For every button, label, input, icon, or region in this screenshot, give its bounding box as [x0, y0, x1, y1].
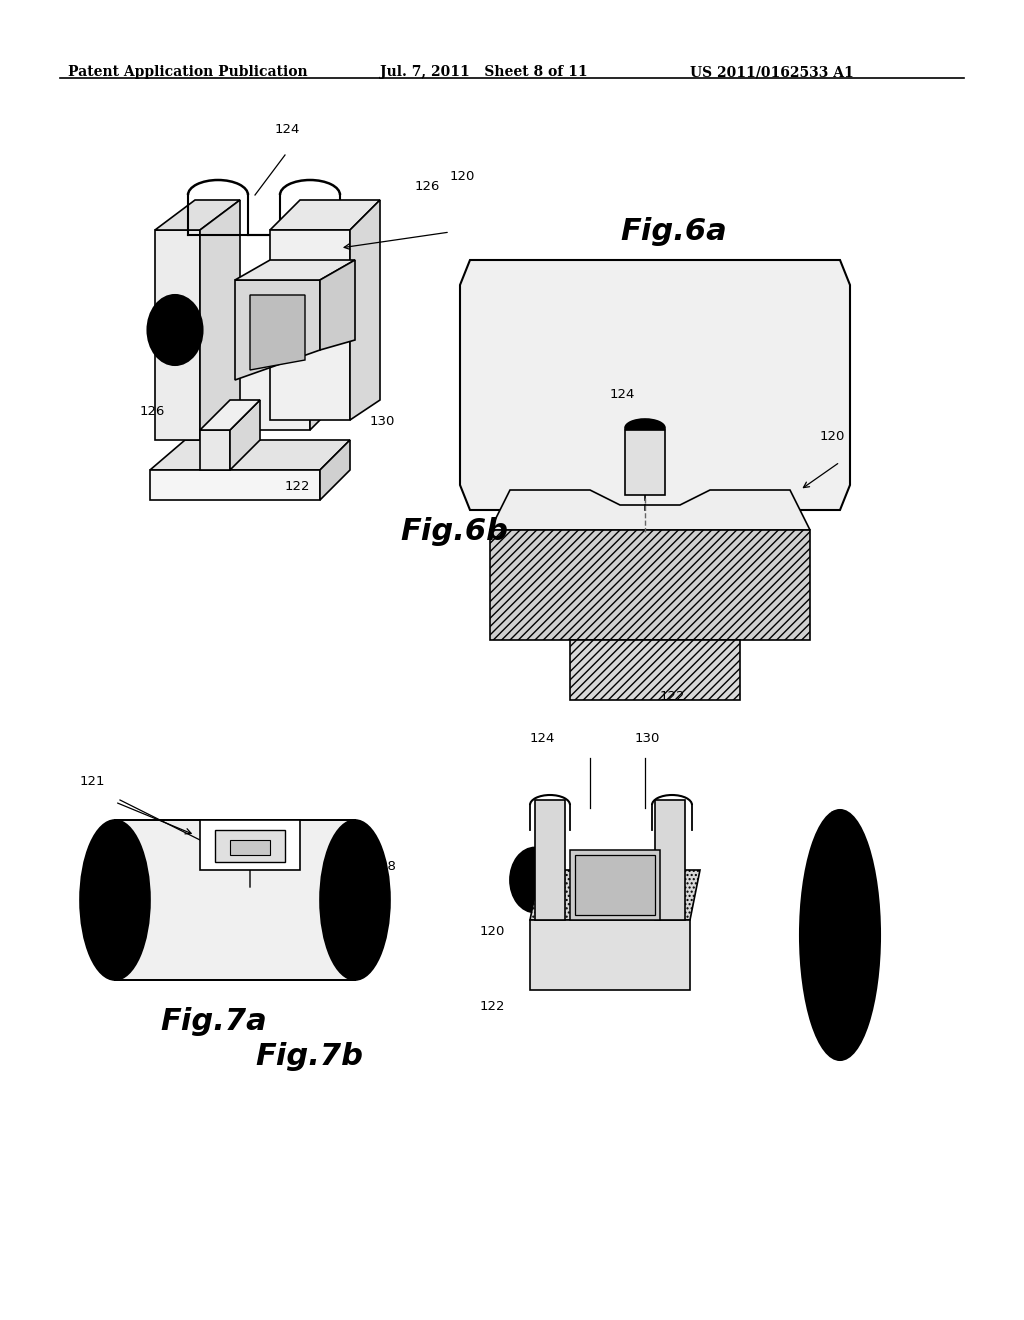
Ellipse shape	[147, 294, 203, 366]
Text: 124: 124	[610, 388, 635, 401]
Polygon shape	[200, 201, 240, 440]
Text: 18: 18	[830, 810, 847, 822]
Text: Fig.6a: Fig.6a	[620, 216, 727, 246]
Text: 121: 121	[80, 775, 105, 788]
Polygon shape	[530, 870, 700, 920]
Text: 124: 124	[275, 123, 300, 136]
Polygon shape	[160, 341, 310, 430]
Ellipse shape	[800, 810, 880, 1060]
Ellipse shape	[510, 847, 560, 912]
Text: 120: 120	[480, 925, 506, 939]
Text: Fig.7a: Fig.7a	[160, 1007, 266, 1036]
Polygon shape	[234, 260, 355, 280]
Polygon shape	[155, 230, 200, 440]
Ellipse shape	[161, 312, 189, 348]
Text: 120: 120	[450, 170, 475, 183]
Text: 124: 124	[530, 733, 555, 744]
Polygon shape	[230, 400, 260, 470]
Polygon shape	[250, 294, 305, 370]
Polygon shape	[234, 280, 319, 380]
Text: 18: 18	[380, 861, 397, 873]
Polygon shape	[270, 230, 350, 420]
Text: 130: 130	[370, 414, 395, 428]
Polygon shape	[150, 470, 319, 500]
Polygon shape	[270, 201, 380, 230]
Polygon shape	[160, 310, 340, 341]
Polygon shape	[535, 800, 565, 920]
Polygon shape	[200, 400, 260, 430]
Polygon shape	[490, 490, 810, 531]
Polygon shape	[350, 201, 380, 420]
Text: 122: 122	[285, 480, 310, 492]
Ellipse shape	[319, 820, 390, 979]
Text: 126: 126	[415, 180, 440, 193]
Ellipse shape	[154, 302, 196, 358]
Polygon shape	[319, 260, 355, 350]
Polygon shape	[310, 310, 340, 430]
Text: Fig.6b: Fig.6b	[400, 517, 508, 546]
Polygon shape	[490, 531, 810, 640]
Polygon shape	[230, 840, 270, 855]
Polygon shape	[215, 830, 285, 862]
Polygon shape	[150, 440, 350, 470]
Ellipse shape	[80, 820, 150, 979]
Text: 130: 130	[635, 445, 660, 458]
Polygon shape	[570, 850, 660, 920]
Text: Patent Application Publication: Patent Application Publication	[68, 65, 307, 79]
Polygon shape	[625, 430, 665, 495]
Polygon shape	[530, 920, 690, 990]
Polygon shape	[575, 855, 655, 915]
Text: 122: 122	[480, 1001, 506, 1012]
Text: 120: 120	[820, 430, 846, 444]
Ellipse shape	[517, 855, 553, 904]
Text: 122: 122	[660, 690, 685, 704]
Polygon shape	[155, 201, 240, 230]
Text: US 2011/0162533 A1: US 2011/0162533 A1	[690, 65, 854, 79]
Polygon shape	[200, 820, 300, 870]
Polygon shape	[655, 800, 685, 920]
Polygon shape	[570, 640, 740, 700]
Polygon shape	[319, 440, 350, 500]
Text: 130: 130	[635, 733, 660, 744]
Polygon shape	[115, 820, 355, 979]
Polygon shape	[200, 430, 230, 470]
Text: 126: 126	[140, 405, 165, 418]
Text: Jul. 7, 2011   Sheet 8 of 11: Jul. 7, 2011 Sheet 8 of 11	[380, 65, 588, 79]
Text: Fig.7b: Fig.7b	[255, 1041, 362, 1071]
Ellipse shape	[625, 418, 665, 437]
Polygon shape	[460, 260, 850, 510]
